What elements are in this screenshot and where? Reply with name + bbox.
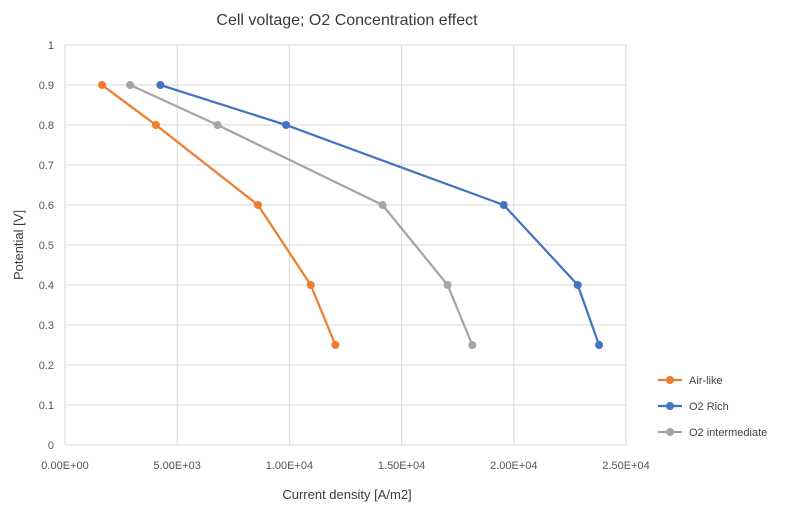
x-tick-label: 1.50E+04 bbox=[378, 460, 425, 472]
series-lines bbox=[98, 81, 604, 349]
y-tick-label: 0.7 bbox=[39, 160, 54, 172]
data-point bbox=[595, 341, 604, 349]
data-point bbox=[499, 201, 508, 209]
data-point bbox=[282, 121, 291, 129]
x-axis-label: Current density [A/m2] bbox=[282, 487, 411, 502]
x-tick-label: 5.00E+03 bbox=[153, 460, 200, 472]
y-tick-label: 0.3 bbox=[39, 320, 54, 332]
y-tick-label: 0.8 bbox=[39, 120, 54, 132]
x-axis-ticks: 0.00E+00 5.00E+03 1.00E+04 1.50E+04 2.00E+04… bbox=[41, 460, 649, 472]
y-axis-ticks: 0 0.1 0.2 0.3 0.4 0.5 0.6 0.7 0.8 0.9 1 bbox=[39, 40, 54, 452]
gridlines bbox=[64, 44, 627, 446]
y-tick-label: 1 bbox=[48, 40, 54, 52]
data-point bbox=[443, 281, 452, 289]
legend-marker bbox=[666, 376, 674, 384]
data-point bbox=[253, 201, 262, 209]
data-point bbox=[156, 81, 165, 89]
data-point bbox=[468, 341, 477, 349]
chart-title: Cell voltage; O2 Concentration effect bbox=[216, 12, 478, 29]
x-tick-label: 2.00E+04 bbox=[490, 460, 537, 472]
data-point bbox=[306, 281, 315, 289]
y-axis-label: Potential [V] bbox=[11, 210, 26, 280]
y-tick-label: 0.4 bbox=[39, 280, 54, 292]
data-point bbox=[573, 281, 582, 289]
legend-marker bbox=[666, 402, 674, 410]
data-point bbox=[213, 121, 222, 129]
y-tick-label: 0.1 bbox=[39, 400, 54, 412]
data-point bbox=[98, 81, 107, 89]
legend: Air-like O2 Rich O2 intermediate bbox=[658, 375, 767, 439]
y-tick-label: 0.2 bbox=[39, 360, 54, 372]
data-point bbox=[378, 201, 387, 209]
y-tick-label: 0.9 bbox=[39, 80, 54, 92]
series-line-o2-rich bbox=[160, 83, 601, 346]
legend-label: O2 Rich bbox=[689, 401, 729, 413]
legend-label: Air-like bbox=[689, 375, 723, 387]
data-point bbox=[151, 121, 160, 129]
x-tick-label: 0.00E+00 bbox=[41, 460, 88, 472]
x-tick-label: 1.00E+04 bbox=[266, 460, 313, 472]
data-point bbox=[126, 81, 135, 89]
y-tick-label: 0.6 bbox=[39, 200, 54, 212]
y-tick-label: 0 bbox=[48, 440, 54, 452]
series-line-o2-intermediate bbox=[129, 83, 474, 346]
data-point bbox=[331, 341, 340, 349]
legend-marker bbox=[666, 428, 674, 436]
y-tick-label: 0.5 bbox=[39, 240, 54, 252]
x-tick-label: 2.50E+04 bbox=[602, 460, 649, 472]
legend-label: O2 intermediate bbox=[689, 427, 767, 439]
